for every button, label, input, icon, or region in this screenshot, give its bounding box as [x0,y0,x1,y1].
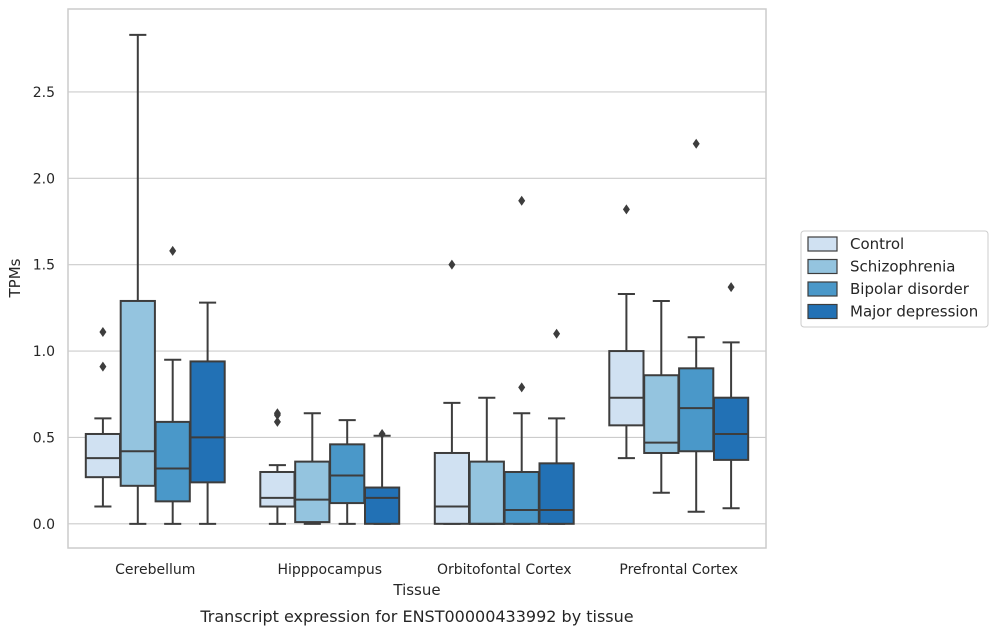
box [678,138,715,513]
box [433,259,471,525]
box [154,245,191,525]
x-tick-labels: Cerebellum Hipppocampus Orbitofontal Corte… [115,562,738,578]
legend-item: Control [807,235,904,253]
box-body [433,451,471,525]
box [119,33,156,525]
legend: Control Schizophrenia Bipolar disorder Majo… [800,230,989,328]
y-tick-label: 1.0 [33,344,55,360]
y-tick-label: 0.0 [33,517,55,533]
outlier-point [448,259,456,270]
outlier-point [553,328,561,339]
box [84,327,122,508]
x-tick-label: Hipppocampus [277,562,382,578]
box [329,419,366,525]
outlier-point [518,382,526,393]
box-body [329,443,366,505]
box [643,299,680,494]
legend-item: Major depression [807,303,978,321]
box-body [154,420,191,503]
outlier-point [273,408,281,419]
box-body [643,374,680,454]
box-body [678,367,715,453]
y-tick-labels: 0.0 0.5 1.0 1.5 2.0 2.5 [33,85,55,533]
box-body [608,350,645,427]
legend-swatch [807,236,838,252]
figure-caption: Transcript expression for ENST0000043399… [199,607,633,626]
box [503,195,540,525]
box-group [608,138,750,513]
box [712,282,750,510]
box-body [294,460,331,524]
box-groups [84,33,750,525]
outlier-point [622,204,630,215]
legend-item: Schizophrenia [807,258,955,276]
outlier-point [99,327,107,338]
legend-swatch [807,281,838,297]
legend-swatch [807,303,838,320]
box-body [259,470,296,508]
outlier-point [727,282,735,293]
box-group [259,408,401,525]
legend-label: Bipolar disorder [850,280,970,298]
box-body [84,432,122,479]
box [363,428,401,525]
x-tick-label: Orbitofontal Cortex [437,562,572,578]
legend-label: Major depression [850,303,978,321]
legend-frame [800,230,989,328]
x-tick-label: Cerebellum [115,562,195,578]
outlier-point [169,245,177,256]
box-group [433,195,575,525]
box [538,328,575,525]
box-body [119,299,156,487]
outlier-point [273,416,281,427]
legend-swatch [807,258,838,275]
box [189,301,226,525]
box [608,204,645,460]
outlier-point [378,428,386,439]
legend-label: Control [850,235,904,253]
outlier-point [99,361,107,372]
x-axis-title: Tissue [392,581,440,599]
y-tick-label: 0.5 [33,430,55,446]
legend-label: Schizophrenia [850,258,955,276]
box-body [468,460,505,525]
box-body [363,486,401,525]
outlier-point [692,138,700,149]
y-axis-title: TPMs [6,258,24,298]
box-body [538,462,575,525]
y-tick-label: 2.5 [33,85,55,101]
y-tick-label: 1.5 [33,258,55,274]
y-tick-label: 2.0 [33,171,55,187]
legend-item: Bipolar disorder [807,280,970,298]
outlier-point [518,195,526,206]
box-group [84,33,226,525]
x-tick-label: Prefrontal Cortex [619,562,738,578]
box-body [189,360,226,484]
box-body [712,396,750,461]
box-body [503,470,540,525]
